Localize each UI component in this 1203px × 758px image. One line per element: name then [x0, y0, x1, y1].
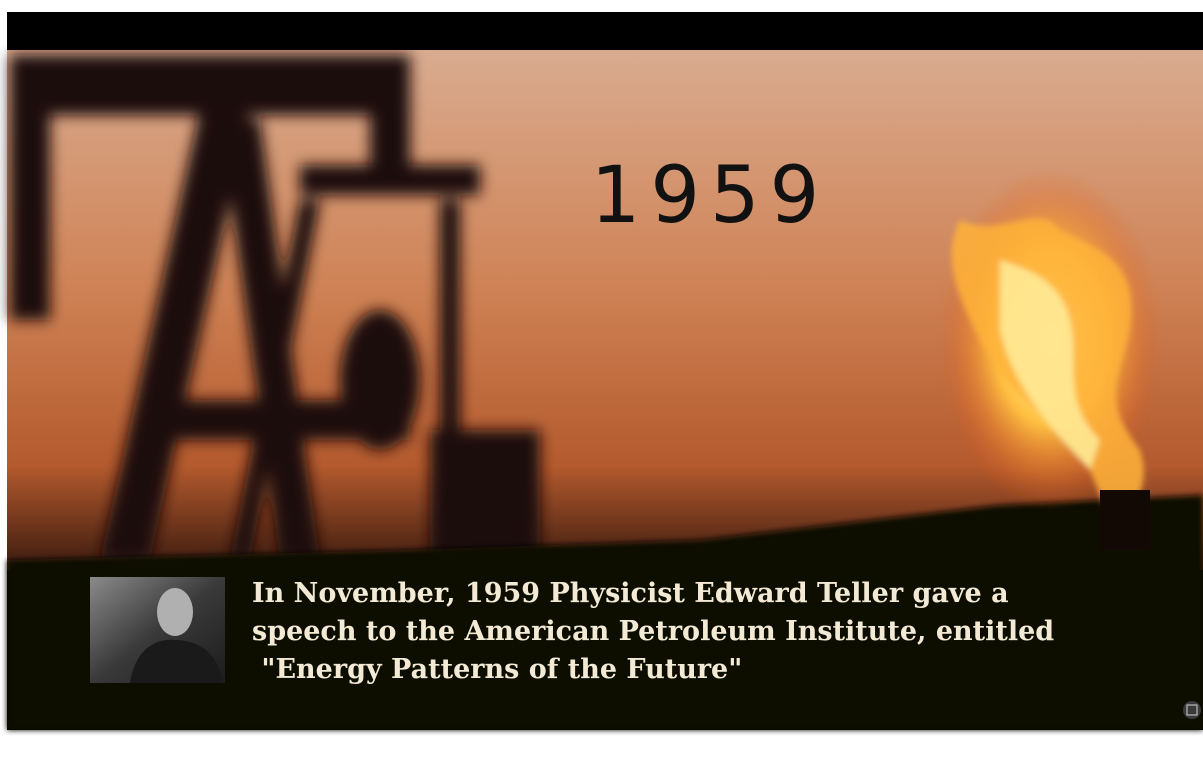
flare-stack [1100, 490, 1150, 550]
caption-line: speech to the American Petroleum Institu… [252, 616, 1054, 647]
overlay-button[interactable] [1183, 701, 1201, 719]
caption-line: In November, 1959 Physicist Edward Telle… [252, 578, 1009, 609]
year-title: 1959 [591, 151, 830, 241]
video-frame: 1959 In November, 1959 Physicist Edward … [0, 0, 1203, 758]
caption-line: "Energy Patterns of the Future" [252, 654, 742, 685]
